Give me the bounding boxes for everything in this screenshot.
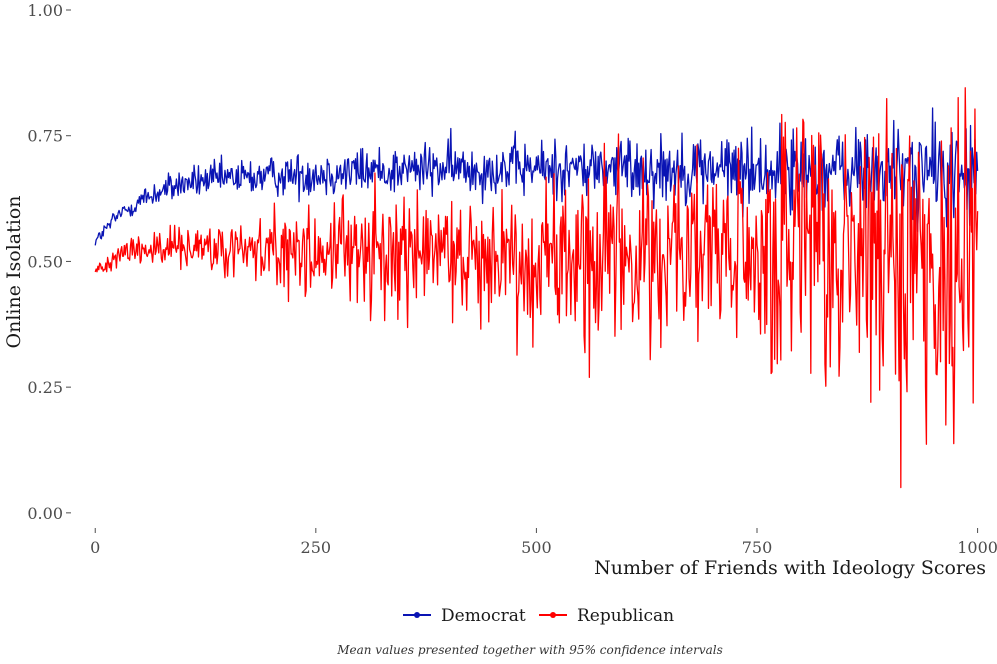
y-tick-label: 0.00	[27, 504, 63, 523]
x-axis-title: Number of Friends with Ideology Scores	[594, 557, 986, 579]
series-line-democrat	[94, 107, 979, 246]
legend-dot-republican	[550, 612, 556, 618]
y-tick-label: 0.50	[27, 252, 63, 271]
legend-label-democrat: Democrat	[441, 606, 526, 626]
y-tick-label: 1.00	[27, 1, 63, 20]
y-tick-label: 0.75	[27, 127, 63, 146]
legend: Democrat Republican	[403, 606, 674, 626]
x-tick-label: 1000	[957, 538, 997, 557]
x-tick-label: 0	[90, 538, 100, 557]
x-tick-label: 750	[742, 538, 773, 557]
legend-label-republican: Republican	[577, 606, 674, 626]
x-tick-label: 500	[521, 538, 552, 557]
x-tick-label: 250	[301, 538, 332, 557]
chart-caption: Mean values presented together with 95% …	[336, 643, 723, 657]
series-layer	[94, 87, 979, 489]
y-axis: 0.00 0.25 0.50 0.75 1.00	[27, 1, 71, 523]
y-axis-title: Online Isolation	[3, 196, 25, 349]
y-tick-label: 0.25	[27, 378, 63, 397]
series-line-republican	[94, 87, 979, 489]
x-axis: 0 250 500 750 1000	[90, 528, 997, 557]
legend-dot-democrat	[414, 612, 420, 618]
